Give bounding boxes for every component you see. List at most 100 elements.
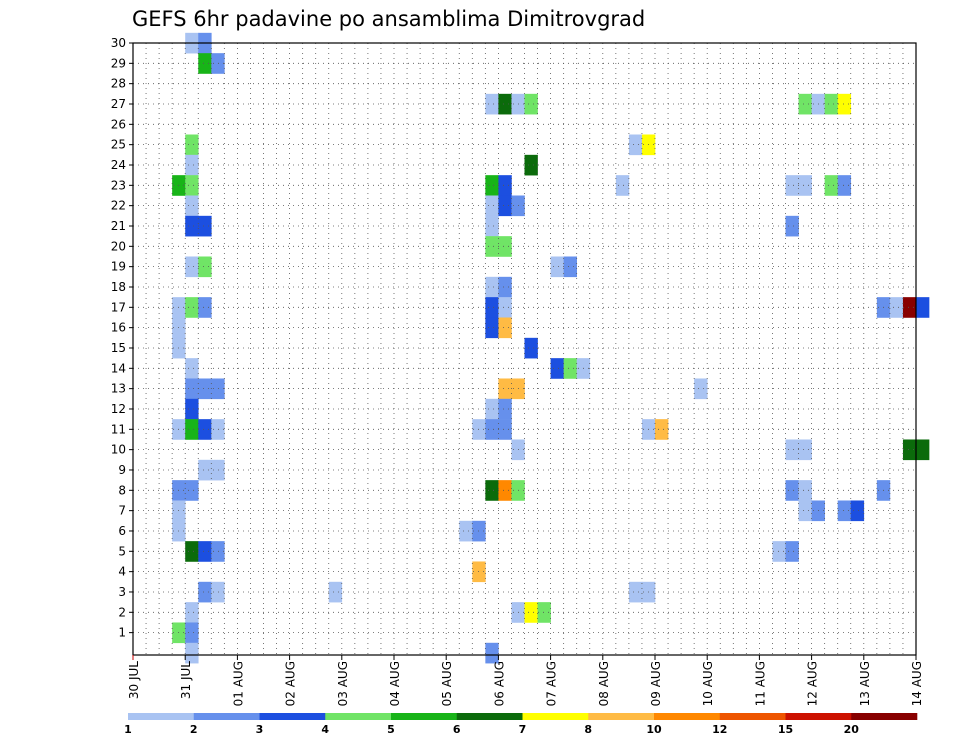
y-tick-label: 21 bbox=[111, 219, 126, 233]
y-axis: 1234567891011121314151617181920212223242… bbox=[111, 36, 133, 640]
precip-cell bbox=[916, 297, 930, 318]
precip-cell bbox=[837, 175, 852, 196]
precip-cell bbox=[824, 93, 838, 115]
precip-cell bbox=[198, 581, 212, 603]
colorbar-tick-label: 2 bbox=[190, 723, 198, 736]
precip-cell bbox=[211, 541, 225, 562]
y-tick-label: 17 bbox=[111, 300, 126, 314]
precip-cell bbox=[550, 358, 564, 379]
x-axis: 30 JUL 31 JUL 01 AUG 02 AUG 03 AUG 04 AUG 05 A… bbox=[127, 655, 924, 706]
precip-cell bbox=[498, 195, 512, 217]
precip-cell bbox=[485, 276, 499, 298]
precip-cell bbox=[837, 500, 852, 522]
precip-cell bbox=[498, 175, 512, 196]
precip-cell bbox=[485, 236, 499, 257]
precip-cell bbox=[485, 195, 499, 217]
y-tick-label: 9 bbox=[118, 463, 126, 477]
colorbar-swatch bbox=[456, 713, 523, 720]
precip-cell bbox=[785, 439, 799, 461]
precip-cell bbox=[198, 378, 212, 400]
colorbar-swatch bbox=[325, 713, 392, 720]
y-tick-label: 22 bbox=[111, 199, 126, 213]
precip-cell bbox=[485, 419, 499, 440]
y-tick-label: 2 bbox=[118, 605, 126, 619]
precip-cell bbox=[772, 541, 786, 562]
precip-cell bbox=[902, 297, 917, 318]
colorbar-tick-label: 3 bbox=[256, 723, 264, 736]
precip-cell bbox=[185, 480, 199, 501]
precip-cell bbox=[459, 520, 473, 542]
y-tick-label: 26 bbox=[111, 117, 126, 131]
colorbar-swatch bbox=[785, 713, 852, 720]
colorbar-swatch bbox=[654, 713, 721, 720]
precip-cell bbox=[524, 602, 538, 623]
precip-cell bbox=[185, 215, 199, 237]
precip-cell bbox=[902, 439, 917, 461]
precip-cell bbox=[498, 480, 512, 501]
precip-cell bbox=[498, 378, 512, 400]
precip-cell bbox=[211, 53, 225, 74]
y-tick-label: 13 bbox=[111, 382, 126, 396]
y-tick-label: 14 bbox=[111, 361, 126, 375]
precip-cell bbox=[498, 93, 512, 115]
x-tick-label: 10 AUG bbox=[701, 661, 715, 706]
precip-cell bbox=[524, 337, 538, 359]
precip-cell bbox=[485, 398, 499, 420]
x-tick-label: 12 AUG bbox=[806, 661, 820, 706]
colorbar-swatch bbox=[719, 713, 786, 720]
y-tick-label: 5 bbox=[118, 544, 126, 558]
y-tick-label: 23 bbox=[111, 178, 126, 192]
precip-cell bbox=[198, 215, 212, 237]
precip-cell bbox=[524, 154, 538, 176]
precip-cell bbox=[198, 256, 212, 278]
precip-cell bbox=[185, 419, 199, 440]
precip-cell bbox=[485, 175, 499, 196]
precip-cell bbox=[485, 93, 499, 115]
precip-cell bbox=[785, 480, 799, 501]
precip-cell bbox=[211, 419, 225, 440]
precip-cell bbox=[185, 378, 199, 400]
chart-title: GEFS 6hr padavine po ansamblima Dimitrov… bbox=[132, 7, 645, 31]
precip-cell bbox=[198, 419, 212, 440]
x-tick-label: 31 JUL bbox=[179, 661, 193, 699]
x-tick-label: 04 AUG bbox=[388, 661, 402, 706]
colorbar-tick-label: 7 bbox=[519, 723, 527, 736]
precip-cell bbox=[185, 175, 199, 196]
colorbar-tick-label: 6 bbox=[453, 723, 461, 736]
precip-cell bbox=[185, 602, 199, 623]
y-tick-label: 27 bbox=[111, 97, 126, 111]
x-tick-label: 13 AUG bbox=[858, 661, 872, 706]
precip-cell bbox=[185, 134, 199, 156]
colorbar-swatch bbox=[522, 713, 589, 720]
x-tick-label: 06 AUG bbox=[492, 661, 506, 706]
precip-cell bbox=[550, 256, 564, 278]
y-tick-label: 15 bbox=[111, 341, 126, 355]
y-tick-label: 3 bbox=[118, 585, 126, 599]
y-tick-label: 7 bbox=[118, 504, 126, 518]
x-tick-label: 07 AUG bbox=[545, 661, 559, 706]
precip-cell bbox=[798, 500, 812, 522]
precip-cell bbox=[628, 581, 643, 603]
y-tick-label: 16 bbox=[111, 321, 126, 335]
x-tick-label: 11 AUG bbox=[753, 661, 767, 706]
precip-cell bbox=[850, 500, 865, 522]
precip-cell bbox=[485, 317, 499, 339]
precip-cell bbox=[211, 459, 225, 481]
precip-cell bbox=[185, 297, 199, 318]
colorbar-tick-label: 1 bbox=[124, 723, 132, 736]
precip-cell bbox=[785, 541, 799, 562]
y-tick-label: 28 bbox=[111, 77, 126, 91]
colorbar-tick-label: 5 bbox=[387, 723, 395, 736]
precip-cell bbox=[785, 175, 799, 196]
precip-cell bbox=[485, 215, 499, 237]
colorbar-swatch bbox=[259, 713, 326, 720]
precip-cell bbox=[615, 175, 630, 196]
colorbar-swatch bbox=[193, 713, 260, 720]
precip-cell bbox=[485, 297, 499, 318]
y-tick-label: 24 bbox=[111, 158, 126, 172]
precip-cell bbox=[498, 276, 512, 298]
precip-cell bbox=[524, 93, 538, 115]
colorbar-swatch bbox=[128, 713, 195, 720]
precip-cell bbox=[498, 419, 512, 440]
